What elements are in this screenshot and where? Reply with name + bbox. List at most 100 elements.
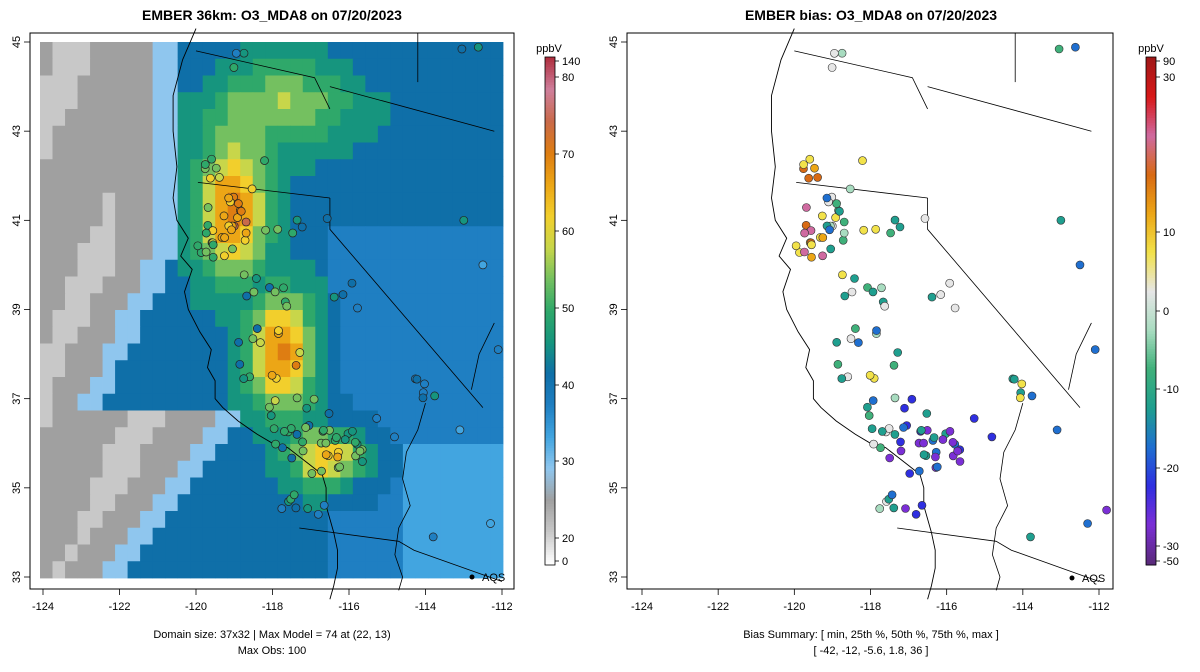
model-grid-cell: [302, 276, 316, 294]
left-footer-line2: Max Obs: 100: [238, 645, 306, 657]
model-grid-cell: [427, 310, 441, 328]
model-grid-cell: [165, 58, 179, 76]
model-grid-cell: [277, 410, 291, 428]
left-aqs-label: AQS: [482, 572, 505, 584]
bias-marker: [818, 251, 827, 261]
model-grid-cell: [315, 561, 329, 579]
model-grid-cell: [340, 544, 354, 562]
model-grid-cell: [327, 310, 341, 328]
model-grid-cell: [352, 511, 366, 529]
colorbar-step: [1146, 148, 1156, 152]
colorbar-step: [545, 222, 555, 226]
colorbar-step: [545, 69, 555, 73]
model-grid-cell: [115, 159, 128, 177]
model-grid-cell: [127, 125, 141, 143]
model-grid-cell: [377, 276, 391, 294]
colorbar-step: [545, 326, 555, 330]
model-grid-cell: [327, 142, 341, 160]
model-grid-cell: [340, 259, 354, 277]
observation-marker: [252, 324, 262, 333]
model-grid-cell: [52, 377, 66, 395]
colorbar-step: [1146, 504, 1156, 508]
x-tick-label: -116: [338, 601, 359, 613]
model-grid-cell: [102, 343, 116, 361]
colorbar-step: [545, 506, 555, 510]
model-grid-cell: [102, 192, 116, 210]
model-grid-cell: [215, 42, 229, 60]
observation-marker: [297, 222, 307, 232]
colorbar-step: [1146, 501, 1156, 505]
model-grid-cell: [315, 192, 329, 210]
model-grid-cell: [415, 192, 429, 210]
model-grid-cell: [115, 58, 128, 76]
model-grid-cell: [340, 460, 354, 478]
observation-marker: [321, 450, 331, 460]
colorbar-step: [1146, 168, 1156, 172]
colorbar-tick-label: 60: [562, 226, 574, 238]
model-grid-cell: [127, 293, 141, 311]
colorbar-step: [545, 361, 555, 365]
observation-marker: [455, 425, 465, 435]
model-grid-cell: [452, 293, 466, 311]
bias-marker: [810, 163, 819, 173]
colorbar-step: [545, 377, 555, 381]
colorbar-step: [1146, 300, 1156, 304]
colorbar-step: [1146, 526, 1156, 530]
bias-marker: [919, 450, 929, 460]
model-grid-cell: [352, 243, 366, 261]
observation-marker: [228, 244, 237, 254]
bias-marker: [832, 199, 841, 208]
colorbar-step: [1146, 255, 1156, 259]
model-grid-cell: [452, 410, 466, 428]
model-grid-cell: [102, 360, 116, 378]
model-grid-cell: [165, 192, 179, 210]
model-grid-cell: [315, 209, 329, 227]
model-grid-cell: [90, 377, 103, 395]
model-grid-cell: [465, 209, 479, 227]
model-grid-cell: [90, 343, 103, 361]
colorbar-step: [1146, 483, 1156, 487]
model-grid-cell: [140, 58, 154, 76]
observation-marker: [335, 462, 344, 472]
colorbar-step: [1146, 290, 1156, 294]
model-grid-cell: [402, 209, 416, 227]
colorbar-step: [1146, 389, 1156, 393]
model-grid-cell: [265, 343, 279, 361]
model-grid-cell: [402, 226, 416, 244]
model-grid-cell: [227, 176, 241, 194]
model-grid-cell: [340, 326, 354, 344]
model-grid-cell: [377, 343, 391, 361]
colorbar-step: [1146, 186, 1156, 190]
model-grid-cell: [465, 527, 479, 545]
model-grid-cell: [215, 293, 229, 311]
colorbar-step: [545, 476, 555, 480]
model-grid-cell: [390, 410, 404, 428]
colorbar-step: [545, 328, 555, 332]
model-grid-cell: [327, 209, 341, 227]
model-grid-cell: [40, 176, 53, 194]
bias-marker: [1027, 391, 1037, 401]
bias-marker: [932, 462, 942, 472]
model-grid-cell: [452, 259, 466, 277]
colorbar-step: [1146, 443, 1156, 447]
model-grid-cell: [490, 444, 504, 462]
model-grid-cell: [290, 377, 304, 395]
bias-marker: [804, 173, 814, 183]
model-grid-cell: [490, 125, 504, 143]
model-grid-cell: [402, 360, 416, 378]
model-grid-cell: [190, 460, 204, 478]
model-grid-cell: [40, 427, 53, 445]
bias-marker: [833, 359, 843, 369]
observation-marker: [322, 214, 332, 223]
model-grid-cell: [302, 159, 316, 177]
model-grid-cell: [340, 42, 354, 60]
colorbar-step: [545, 415, 555, 419]
model-grid-cell: [65, 159, 78, 177]
state-border: [1068, 322, 1092, 390]
model-grid-cell: [265, 243, 279, 261]
model-grid-cell: [202, 427, 216, 445]
bias-marker: [859, 225, 869, 235]
colorbar-step: [545, 138, 555, 142]
bias-marker: [799, 160, 808, 169]
model-grid-cell: [202, 377, 216, 395]
